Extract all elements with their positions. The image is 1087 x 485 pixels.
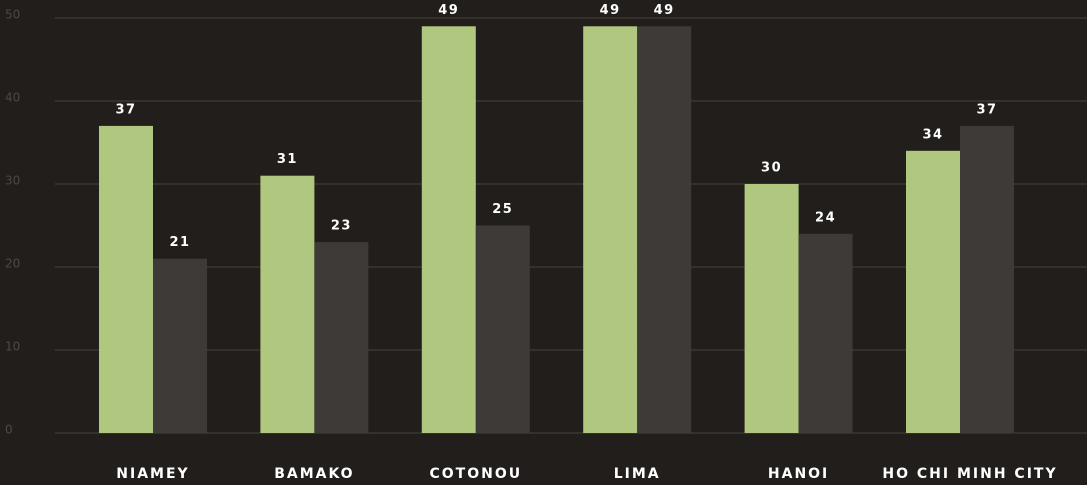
bar: [960, 125, 1014, 434]
bar: [421, 26, 476, 434]
x-tick-label: HANOI: [768, 466, 829, 482]
bar: [906, 150, 960, 434]
x-tick-label: NIAMEY: [116, 466, 189, 482]
bar: [153, 258, 207, 433]
bar: [798, 233, 853, 433]
x-tick-label: BAMAKO: [274, 466, 354, 482]
value-label: 34: [922, 127, 943, 142]
y-tick-label: 50: [5, 8, 20, 22]
y-tick-label: 0: [5, 423, 13, 437]
value-label: 37: [115, 102, 136, 117]
x-tick-label: HO CHI MINH CITY: [882, 466, 1057, 482]
bar: [744, 184, 799, 433]
bar: [475, 225, 530, 433]
value-label: 31: [277, 152, 298, 167]
bar: [314, 242, 369, 433]
value-label: 25: [492, 202, 513, 217]
value-label: 23: [331, 219, 352, 234]
value-label: 49: [600, 3, 621, 18]
value-label: 21: [169, 235, 190, 250]
bar: [99, 125, 153, 434]
value-label: 37: [976, 102, 997, 117]
x-tick-label: LIMA: [614, 466, 661, 482]
y-tick-label: 10: [5, 340, 20, 354]
bar: [260, 175, 315, 433]
bar: [583, 26, 638, 434]
value-label: 24: [815, 210, 836, 225]
value-label: 49: [654, 3, 675, 18]
value-label: 49: [438, 3, 459, 18]
y-tick-label: 20: [5, 257, 20, 271]
y-tick-label: 40: [5, 91, 20, 105]
bar: [637, 26, 692, 434]
y-tick-label: 30: [5, 174, 20, 188]
value-label: 30: [761, 161, 782, 176]
x-tick-label: COTONOU: [429, 466, 522, 482]
